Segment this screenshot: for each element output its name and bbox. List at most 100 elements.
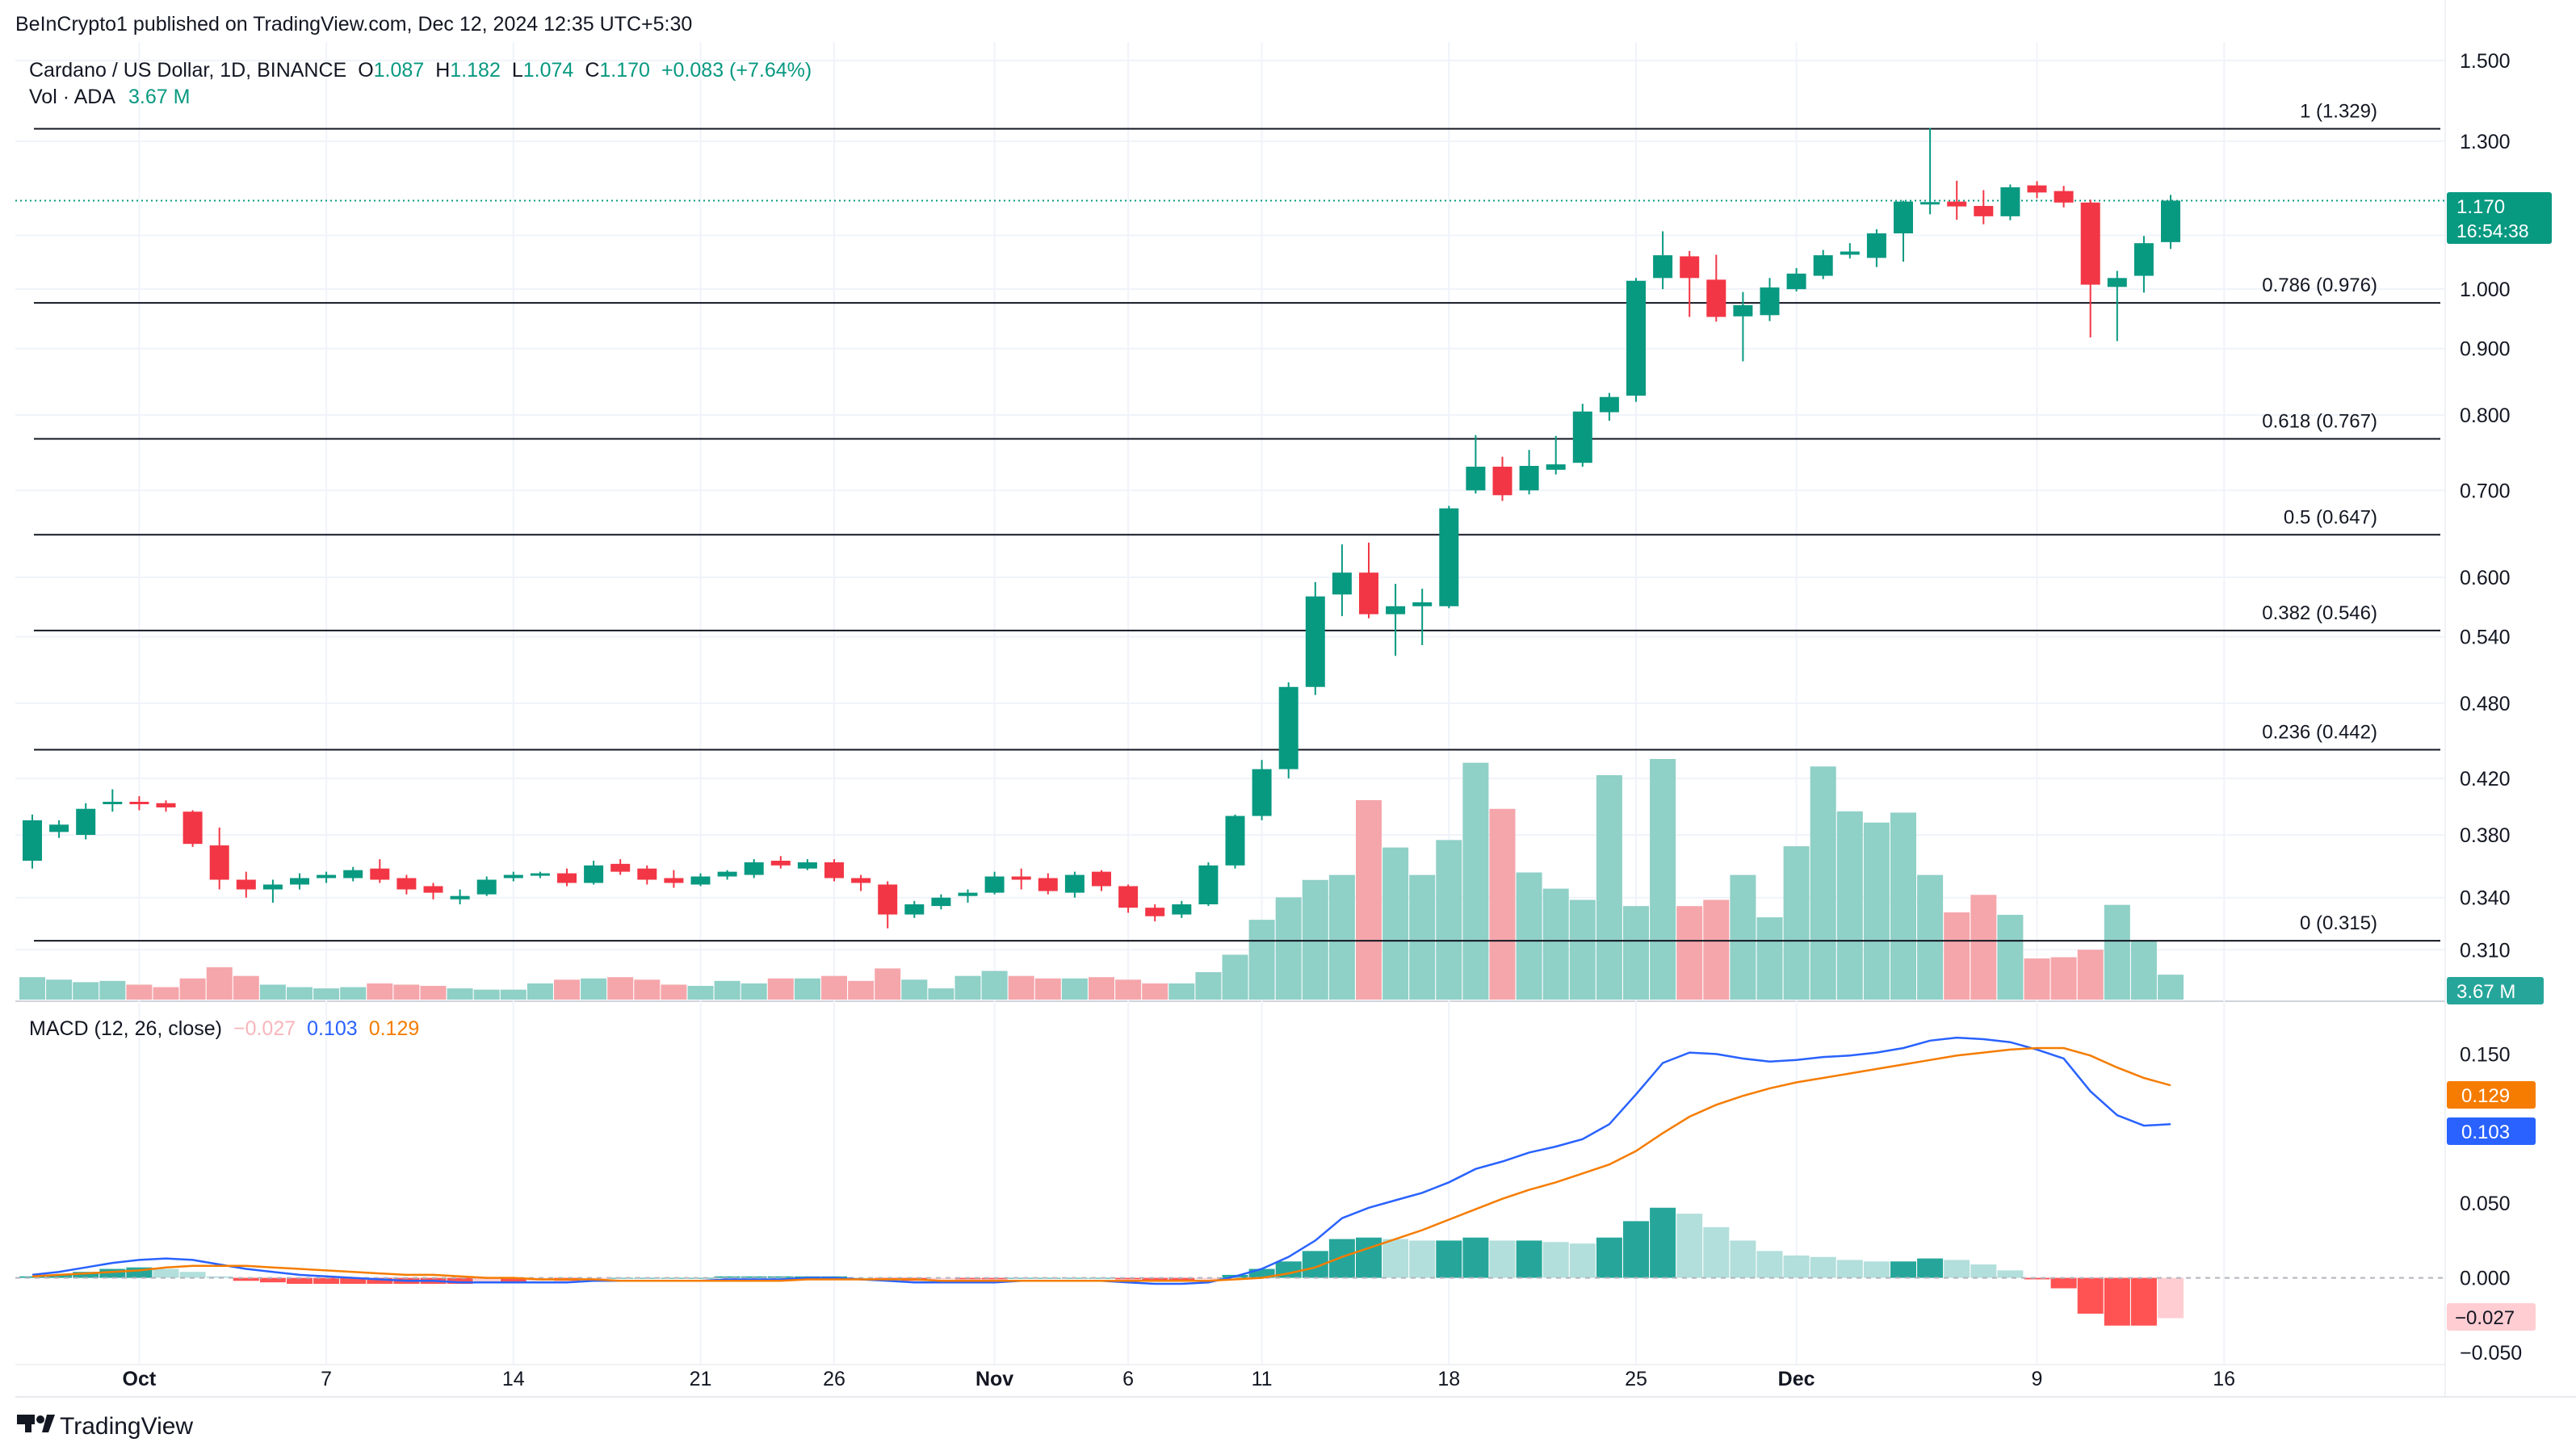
candle[interactable] [1653,231,1673,290]
candle[interactable] [1546,435,1566,475]
candle[interactable] [396,874,417,895]
candle[interactable] [1706,254,1726,322]
candle[interactable] [1572,404,1592,467]
candle[interactable] [1599,392,1619,421]
candle[interactable] [557,868,577,887]
candle[interactable] [1519,450,1539,495]
candle[interactable] [1225,814,1245,869]
candle[interactable] [1198,862,1219,907]
candle[interactable] [1626,278,1646,402]
candle[interactable] [2054,186,2074,208]
price-tick-label: 0.900 [2460,338,2511,361]
candle[interactable] [1386,584,1406,656]
candle[interactable] [423,883,443,899]
candle[interactable] [1305,581,1325,695]
candle[interactable] [584,861,604,885]
candle[interactable] [2000,184,2020,220]
candle[interactable] [1332,544,1352,617]
candle[interactable] [129,796,149,811]
candle[interactable] [664,870,684,888]
candle[interactable] [1118,884,1139,913]
candle[interactable] [103,789,123,812]
candle[interactable] [1439,505,1459,609]
candle[interactable] [262,879,283,903]
volume-bar [2050,957,2077,1000]
candle[interactable] [1866,229,1886,267]
candle-body [1947,201,1967,207]
candle[interactable] [530,871,550,878]
candle[interactable] [931,894,951,910]
candle[interactable] [1947,180,1967,220]
candle[interactable] [1894,200,1913,262]
candle[interactable] [797,859,817,870]
candle[interactable] [637,865,657,885]
candle[interactable] [1840,243,1860,259]
candle[interactable] [290,873,309,890]
candle[interactable] [450,889,470,905]
candle[interactable] [2080,199,2100,338]
candle[interactable] [317,871,337,883]
candlestick-series[interactable] [23,128,2180,929]
candle[interactable] [1412,589,1433,646]
candle-body [557,873,577,883]
candle[interactable] [236,871,256,898]
candle[interactable] [76,803,96,840]
candle[interactable] [2027,181,2047,199]
candle[interactable] [1359,543,1378,618]
candle-body [1840,251,1860,255]
candle[interactable] [1064,871,1085,898]
candle[interactable] [958,889,978,903]
tradingview-logo[interactable]: TradingView [17,1413,193,1440]
candle[interactable] [770,856,791,869]
candle[interactable] [690,873,711,887]
macd-histogram-bar [1917,1258,1944,1278]
candle[interactable] [1145,904,1165,922]
candle[interactable] [1786,268,1806,291]
candle[interactable] [1974,190,1994,224]
price-axis[interactable]: 1.5001.3001.1001.0000.9000.8000.7000.600… [2460,50,2511,962]
volume-bar [1890,812,1916,1000]
candle[interactable] [851,874,871,891]
candle[interactable] [1733,291,1753,362]
time-axis[interactable]: Oct 7 14 21 26 Nov 6 11 18 25 Dec 9 16 [123,1368,2236,1390]
candle[interactable] [156,800,176,812]
candle[interactable] [2107,270,2127,342]
candle[interactable] [984,871,1005,895]
candle[interactable] [1920,128,1940,215]
candle[interactable] [503,871,523,882]
fib-retracement[interactable]: 1 (1.329) 0.786 (0.976) 0.618 (0.767) 0.5 (… [15,100,2445,942]
candle[interactable] [1680,250,1700,317]
candle[interactable] [824,859,844,882]
candle[interactable] [1038,873,1058,895]
candle-body [824,862,844,878]
candle[interactable] [1760,278,1780,321]
macd-histogram-bar [2024,1277,2050,1280]
candle[interactable] [2133,236,2154,293]
candle[interactable] [1492,456,1512,501]
candle[interactable] [744,859,764,878]
candle[interactable] [2161,195,2180,249]
candle[interactable] [717,870,737,880]
candle-body [770,861,791,866]
candle[interactable] [49,820,69,838]
candle[interactable] [610,859,631,875]
candle[interactable] [1278,682,1298,779]
candle[interactable] [23,814,42,869]
candle[interactable] [1172,900,1192,918]
candle[interactable] [1466,434,1486,494]
candle[interactable] [1092,870,1111,891]
candle[interactable] [370,859,390,883]
candle[interactable] [209,827,229,890]
candle[interactable] [878,881,898,929]
candle[interactable] [476,876,497,896]
candle[interactable] [343,866,363,882]
candle[interactable] [1252,760,1272,820]
candle[interactable] [1011,868,1031,890]
volume-bar [714,980,740,1000]
macd-axis[interactable]: 0.150 0.050 0.000 −0.050 [2460,1043,2522,1365]
candle[interactable] [1813,249,1833,279]
candle-body [637,868,657,880]
candle[interactable] [904,900,925,918]
candle[interactable] [183,810,203,847]
